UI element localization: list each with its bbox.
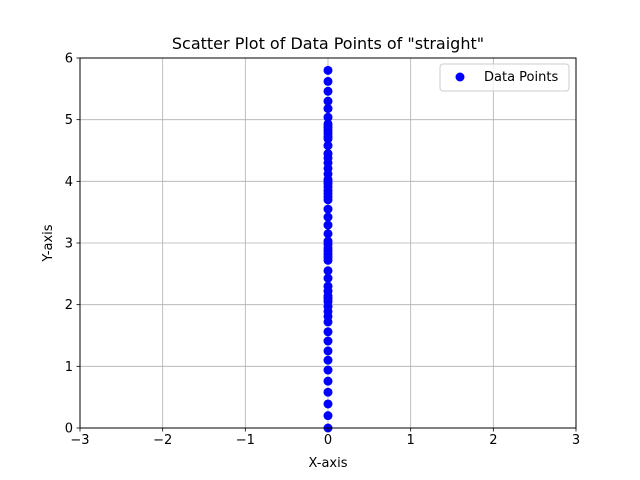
y-tick-label: 0	[65, 422, 73, 437]
data-point	[323, 387, 333, 397]
y-tick-label: 1	[65, 360, 73, 375]
legend-marker	[455, 72, 465, 82]
data-point	[323, 149, 333, 159]
data-point	[323, 104, 333, 114]
data-point	[323, 411, 333, 421]
y-tick-label: 4	[65, 175, 73, 190]
data-point	[323, 76, 333, 86]
legend: Data Points	[439, 63, 570, 92]
x-tick-label: −1	[236, 433, 255, 448]
data-points	[323, 65, 333, 433]
x-tick-label: −3	[70, 433, 89, 448]
chart-title: Scatter Plot of Data Points of "straight…	[172, 34, 484, 53]
legend-label: Data Points	[484, 70, 558, 85]
x-tick-label: 2	[489, 433, 497, 448]
data-point	[323, 266, 333, 276]
data-point	[323, 119, 333, 129]
data-point	[323, 355, 333, 365]
x-tick-label: 0	[324, 433, 332, 448]
data-point	[323, 65, 333, 75]
data-point	[323, 346, 333, 356]
data-point	[323, 281, 333, 291]
data-point	[323, 399, 333, 409]
data-point	[323, 96, 333, 106]
data-point	[323, 86, 333, 96]
data-point	[323, 212, 333, 222]
y-tick-label: 6	[65, 52, 73, 67]
data-point	[323, 220, 333, 230]
data-point	[323, 327, 333, 337]
data-point	[323, 141, 333, 151]
data-point	[323, 336, 333, 346]
data-point	[323, 236, 333, 246]
data-point	[323, 294, 333, 303]
data-point	[323, 376, 333, 386]
y-tick-label: 2	[65, 298, 73, 313]
x-tick-label: 3	[572, 433, 580, 448]
y-axis-label: Y-axis	[41, 224, 56, 262]
data-point	[323, 112, 333, 122]
y-axis-ticks: 0 1 2 3 4 5 6	[65, 52, 80, 437]
data-point	[323, 176, 333, 186]
y-tick-label: 3	[65, 237, 73, 252]
x-axis-ticks: −3 −2 −1 0 1 2 3	[70, 428, 580, 448]
data-point	[323, 365, 333, 375]
data-point	[323, 273, 333, 283]
x-tick-label: −2	[153, 433, 172, 448]
legend-box	[439, 63, 570, 92]
data-point	[323, 229, 333, 239]
x-axis-label: X-axis	[309, 456, 348, 471]
data-point	[323, 204, 333, 214]
y-tick-label: 5	[65, 113, 73, 128]
x-tick-label: 1	[407, 433, 415, 448]
